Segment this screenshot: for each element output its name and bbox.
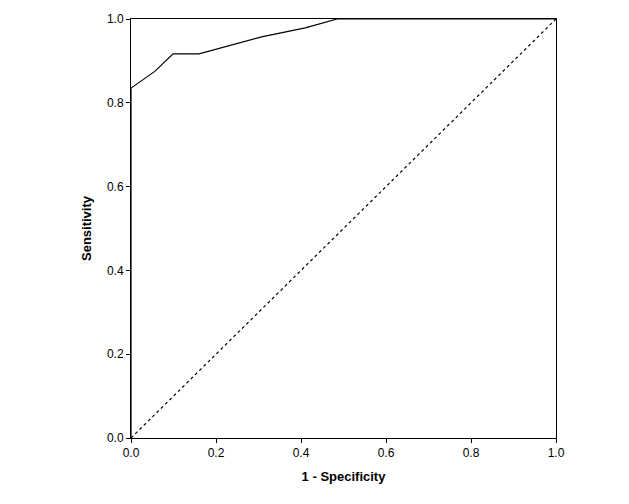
svg-text:0.8: 0.8: [463, 446, 480, 460]
svg-text:0.6: 0.6: [107, 180, 124, 194]
svg-text:0.8: 0.8: [107, 96, 124, 110]
svg-text:0.2: 0.2: [107, 347, 124, 361]
svg-text:0.6: 0.6: [378, 446, 395, 460]
svg-text:0.4: 0.4: [293, 446, 310, 460]
svg-text:0.0: 0.0: [123, 446, 140, 460]
svg-text:1.0: 1.0: [107, 12, 124, 26]
svg-text:Sensitivity: Sensitivity: [79, 195, 94, 261]
svg-text:1 - Specificity: 1 - Specificity: [302, 469, 387, 484]
svg-text:0.0: 0.0: [107, 431, 124, 445]
svg-text:0.4: 0.4: [107, 264, 124, 278]
svg-text:0.2: 0.2: [208, 446, 225, 460]
svg-text:1.0: 1.0: [548, 446, 565, 460]
